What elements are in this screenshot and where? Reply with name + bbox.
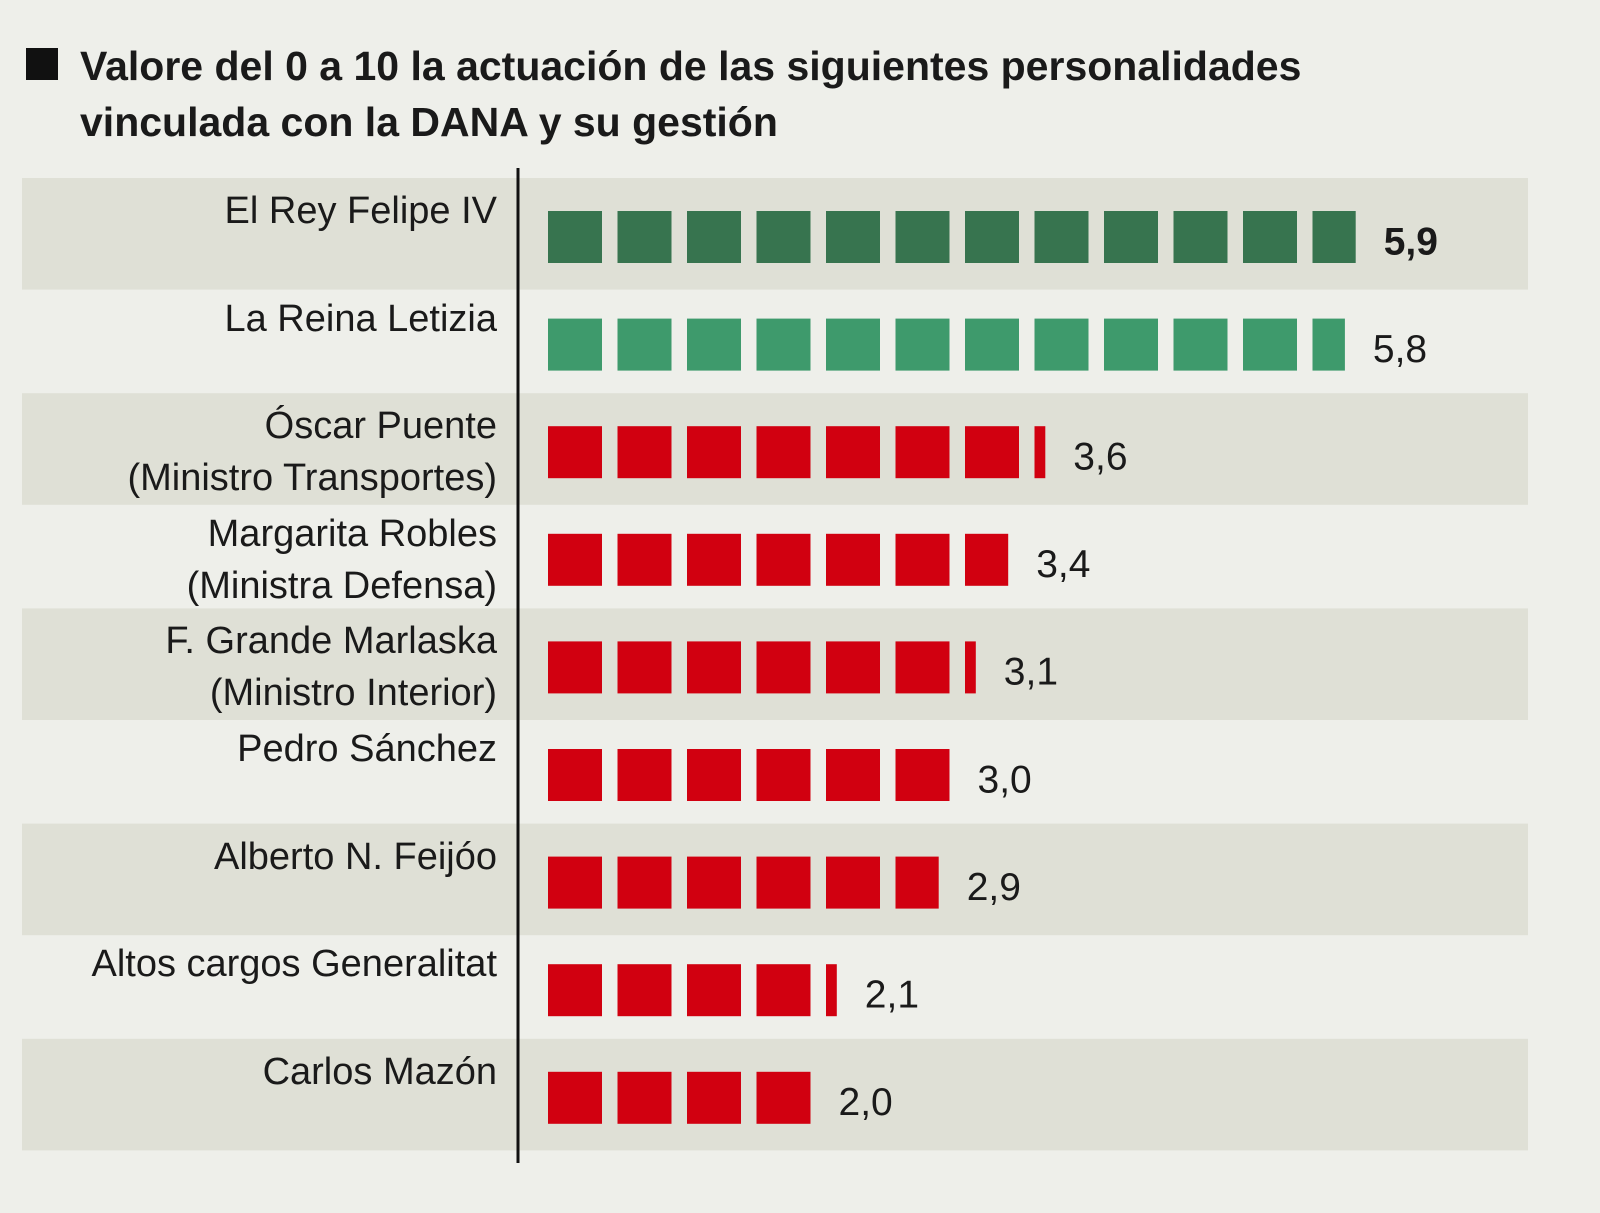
square [687, 318, 741, 371]
square [617, 641, 672, 694]
square [756, 211, 811, 263]
value-label: 3,0 [978, 758, 1032, 801]
square [826, 749, 880, 801]
square [1173, 211, 1228, 263]
square [617, 856, 672, 909]
square [826, 318, 880, 371]
square [895, 211, 950, 263]
square [826, 211, 880, 263]
value-label: 3,1 [1004, 651, 1058, 694]
bar [548, 426, 1046, 479]
bar [548, 749, 950, 801]
square [617, 749, 672, 801]
square [548, 426, 602, 479]
bar [548, 211, 1356, 263]
category-label: Óscar Puente (Ministro Transportes) [127, 405, 497, 500]
square [1312, 318, 1345, 371]
square [617, 964, 672, 1017]
square [1104, 318, 1158, 371]
bar [548, 964, 837, 1017]
square [895, 856, 939, 909]
square [687, 426, 741, 479]
square [1034, 211, 1089, 263]
bar [548, 856, 939, 909]
square [895, 533, 950, 586]
square [895, 426, 950, 479]
square [826, 964, 837, 1017]
square [548, 1071, 602, 1124]
category-label: Alberto N. Feijóo [213, 835, 497, 878]
value-label: 3,6 [1073, 435, 1127, 478]
square [756, 1071, 811, 1124]
square [965, 426, 1019, 479]
title-marker [26, 48, 58, 80]
square [1243, 318, 1297, 371]
square [1034, 426, 1046, 479]
square [756, 749, 811, 801]
square [548, 641, 602, 694]
value-label: 2,1 [865, 973, 919, 1016]
square [617, 211, 672, 263]
square [1312, 211, 1356, 263]
square [617, 318, 672, 371]
square [895, 749, 950, 801]
square [548, 749, 602, 801]
square [687, 533, 741, 586]
square [895, 318, 950, 371]
square [965, 211, 1019, 263]
category-label: Pedro Sánchez [237, 728, 497, 770]
value-label: 2,0 [839, 1081, 893, 1124]
square [826, 533, 880, 586]
square [965, 318, 1019, 371]
category-label: La Reina Letizia [224, 297, 497, 340]
square [756, 426, 811, 479]
value-label: 5,9 [1384, 220, 1438, 263]
value-label: 5,8 [1373, 328, 1427, 371]
square [687, 1071, 741, 1124]
square [826, 426, 880, 479]
category-label: Altos cargos Generalitat [91, 943, 497, 986]
square [756, 964, 811, 1017]
square [548, 964, 602, 1017]
square [756, 856, 811, 909]
square [617, 533, 672, 586]
value-label: 3,4 [1036, 543, 1090, 586]
square [826, 856, 880, 909]
square [548, 318, 602, 371]
value-label: 2,9 [967, 866, 1021, 909]
category-label: El Rey Felipe IV [224, 190, 497, 232]
square [1243, 211, 1297, 263]
square [687, 211, 741, 263]
bar [548, 533, 1009, 586]
bar [548, 318, 1345, 371]
square [826, 641, 880, 694]
square [687, 749, 741, 801]
square [687, 856, 741, 909]
square [756, 318, 811, 371]
square [687, 641, 741, 694]
square [895, 641, 950, 694]
square [1104, 211, 1158, 263]
square [756, 641, 811, 694]
square [548, 533, 602, 586]
bar [548, 1071, 811, 1124]
square [617, 426, 672, 479]
bar [548, 641, 976, 694]
square [548, 211, 602, 263]
square [548, 856, 602, 909]
category-label: Carlos Mazón [262, 1050, 497, 1093]
category-label: F. Grande Marlaska (Ministro Interior) [165, 620, 497, 715]
category-label: Margarita Robles (Ministra Defensa) [186, 512, 497, 607]
square [687, 964, 741, 1017]
chart-title: Valore del 0 a 10 la actuación de las si… [80, 43, 1302, 145]
square [965, 533, 1009, 586]
square [617, 1071, 672, 1124]
square [756, 533, 811, 586]
square [1034, 318, 1089, 371]
square [1173, 318, 1228, 371]
square [965, 641, 976, 694]
